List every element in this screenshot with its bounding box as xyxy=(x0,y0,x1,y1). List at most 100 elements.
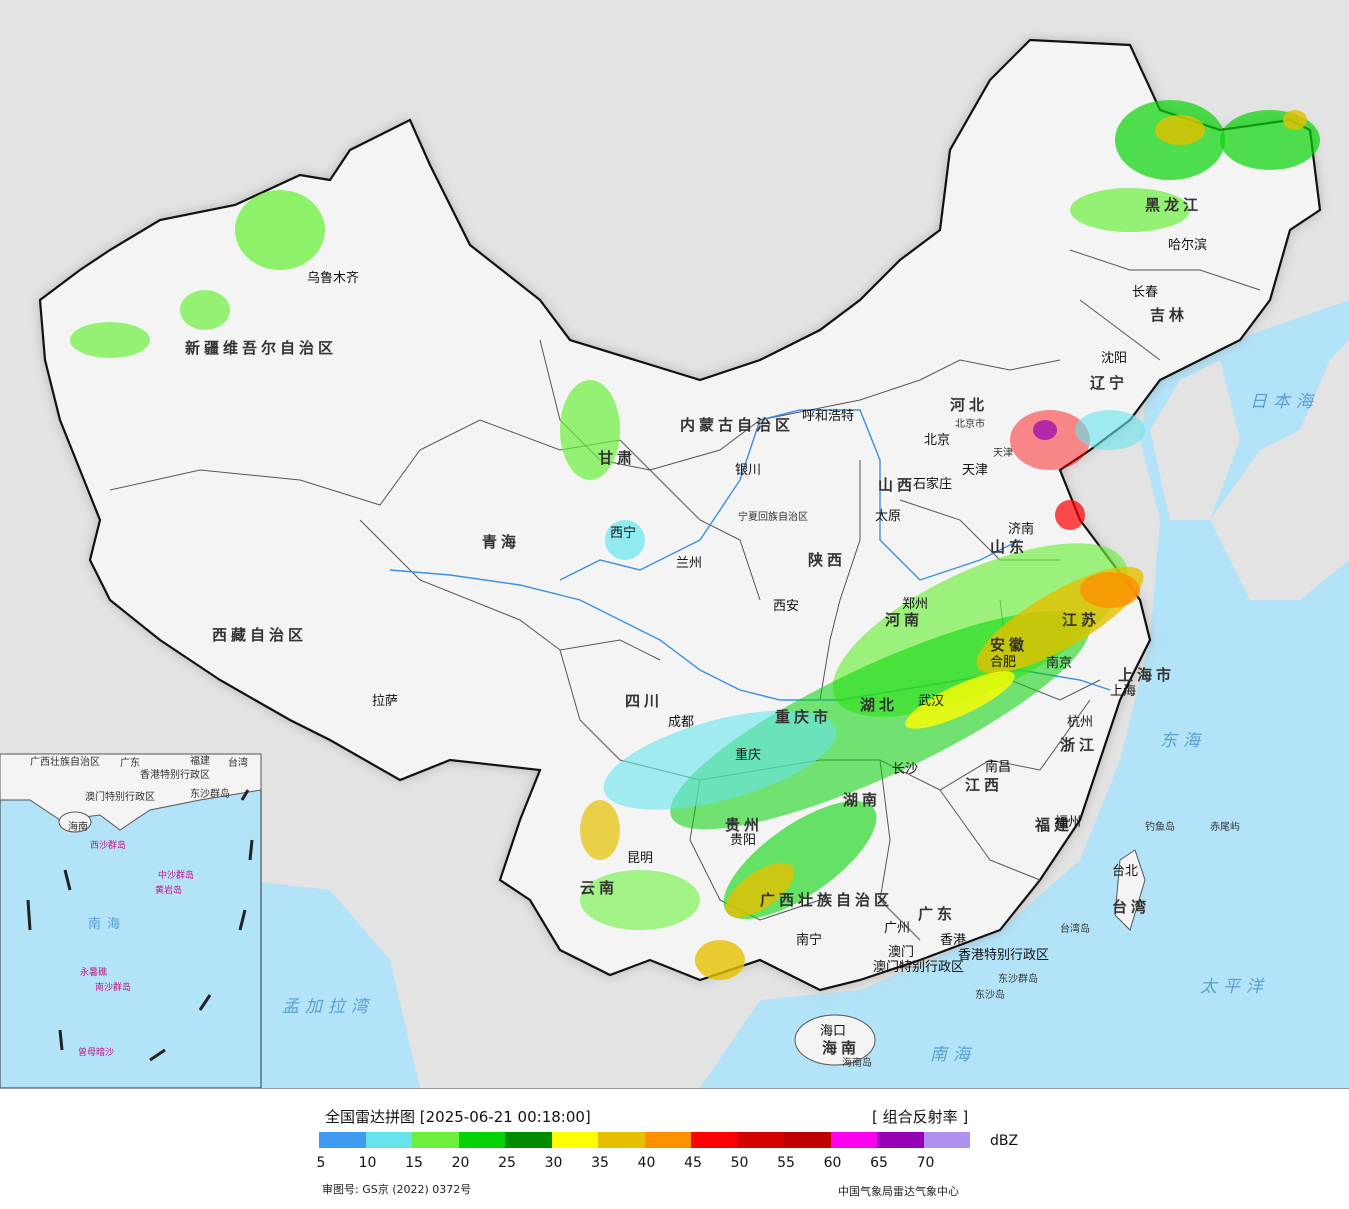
city-changchun: 长春 xyxy=(1132,285,1158,300)
city-wuhan: 武汉 xyxy=(918,694,944,709)
province-hainan: 海南 xyxy=(822,1039,860,1057)
inset-guangxi: 广西壮族自治区 xyxy=(30,755,100,768)
province-jiangsu: 江苏 xyxy=(1062,611,1100,629)
city-changsha: 长沙 xyxy=(892,762,918,777)
city-lhasa: 拉萨 xyxy=(372,694,398,709)
radar-echoes xyxy=(70,100,1320,980)
inset-taiwan: 台湾 xyxy=(228,756,248,769)
city-chongqing: 重庆 xyxy=(735,747,761,763)
legend-swatch xyxy=(598,1132,645,1148)
legend-tick-label: 50 xyxy=(730,1155,749,1171)
sea-japan: 日本海 xyxy=(1250,392,1319,412)
city-zhengzhou: 郑州 xyxy=(902,597,928,612)
province-tibet: 西藏自治区 xyxy=(212,626,307,644)
china-map: 新疆维吾尔自治区 西藏自治区 青海 甘肃 内蒙古自治区 黑龙江 吉林 辽宁 河北… xyxy=(0,0,1349,1088)
inset-south-sea: 南海 xyxy=(88,916,126,932)
province-guangdong: 广东 xyxy=(918,905,956,923)
city-macau: 澳门 xyxy=(888,944,914,960)
south-china-sea-inset: 广西壮族自治区 广东 福建 台湾 香港特别行政区 澳门特别行政区 东沙群岛 海南… xyxy=(0,753,262,1088)
province-jiangxi: 江西 xyxy=(965,776,1003,794)
province-inner-mongolia: 内蒙古自治区 xyxy=(680,416,794,434)
inset-dongsha: 东沙群岛 xyxy=(190,787,230,800)
inset-xisha: 西沙群岛 xyxy=(90,839,126,851)
legend-swatch xyxy=(644,1132,691,1148)
city-nanjing: 南京 xyxy=(1046,655,1072,671)
province-anhui: 安徽 xyxy=(990,636,1028,654)
legend-swatch xyxy=(737,1132,784,1148)
inset-huangyan: 黄岩岛 xyxy=(155,884,182,896)
city-taiyuan: 太原 xyxy=(875,509,901,524)
sea-bay-of-bengal: 孟加拉湾 xyxy=(282,997,374,1017)
korea-land xyxy=(1150,360,1240,520)
map-labels: 新疆维吾尔自治区 西藏自治区 青海 甘肃 内蒙古自治区 黑龙江 吉林 辽宁 河北… xyxy=(185,196,1319,1069)
province-zhejiang: 浙江 xyxy=(1060,736,1098,754)
province-shanghai: 上海市 xyxy=(1118,666,1175,684)
city-guangzhou: 广州 xyxy=(884,921,910,936)
province-shandong: 山东 xyxy=(990,538,1028,556)
city-hefei: 合肥 xyxy=(990,655,1016,670)
legend-tick-label: 45 xyxy=(684,1155,702,1171)
legend-unit: dBZ xyxy=(990,1133,1019,1149)
legend-swatch xyxy=(365,1132,412,1148)
province-hunan: 湖南 xyxy=(843,791,881,809)
legend-swatch xyxy=(505,1132,552,1148)
province-hubei: 湖北 xyxy=(860,696,898,714)
legend-tick-label: 10 xyxy=(358,1155,377,1171)
sea-east-china: 东海 xyxy=(1160,731,1206,751)
legend-tick-label: 20 xyxy=(451,1155,470,1171)
province-guangxi: 广西壮族自治区 xyxy=(760,891,893,909)
province-jilin: 吉林 xyxy=(1150,306,1188,324)
sar-macau: 澳门特别行政区 xyxy=(873,959,964,975)
legend-swatch xyxy=(923,1132,970,1148)
japan-land xyxy=(1210,340,1349,600)
legend-tick-label: 70 xyxy=(916,1155,935,1171)
island-hainan: 海南岛 xyxy=(842,1056,872,1069)
city-guiyang: 贵阳 xyxy=(730,833,756,848)
legend-swatch xyxy=(877,1132,924,1148)
island-labels: 钓鱼岛 赤尾屿 台湾岛 东沙群岛 东沙岛 海南岛 xyxy=(842,820,1240,1069)
legend-tick-label: 40 xyxy=(637,1155,656,1171)
city-xining: 西宁 xyxy=(610,525,636,541)
province-tianjin: 天津 xyxy=(993,447,1013,459)
province-qinghai: 青海 xyxy=(482,533,520,551)
city-beijing-municipality: 北京市 xyxy=(955,417,985,430)
city-hongkong: 香港 xyxy=(940,933,966,948)
province-xinjiang: 新疆维吾尔自治区 xyxy=(185,339,337,357)
city-shenyang: 沈阳 xyxy=(1101,351,1127,366)
province-shaanxi: 陕西 xyxy=(808,551,846,569)
city-taipei: 台北 xyxy=(1112,864,1138,879)
city-nanchang: 南昌 xyxy=(985,759,1011,775)
legend-tick-label: 35 xyxy=(591,1155,609,1171)
inset-zhongsha: 中沙群岛 xyxy=(158,869,194,881)
province-guizhou: 贵州 xyxy=(725,816,763,834)
legend-swatch xyxy=(319,1132,366,1148)
sea-south-china: 南海 xyxy=(930,1045,976,1065)
city-xian: 西安 xyxy=(773,599,799,614)
sea-pacific: 太平洋 xyxy=(1200,977,1269,997)
province-shanxi: 山西 xyxy=(878,476,916,494)
bay-of-bengal xyxy=(240,880,420,1088)
province-ningxia: 宁夏回族自治区 xyxy=(738,510,808,523)
taiwan-island xyxy=(1114,849,1146,931)
province-taiwan: 台湾 xyxy=(1112,898,1150,916)
sar-labels: 香港特别行政区 澳门特别行政区 xyxy=(873,948,1049,975)
legend-swatch xyxy=(691,1132,738,1148)
island-diaoyu: 钓鱼岛 xyxy=(1145,820,1175,833)
city-beijing: 北京 xyxy=(924,433,950,448)
inset-fujian: 福建 xyxy=(190,754,210,767)
legend-tick-label: 55 xyxy=(777,1155,795,1171)
legend-color-bar xyxy=(319,1132,970,1148)
legend-swatch xyxy=(551,1132,598,1148)
map-approval-number: 审图号: GS京 (2022) 0372号 xyxy=(322,1183,472,1196)
province-liaoning: 辽宁 xyxy=(1090,374,1128,392)
city-nanning: 南宁 xyxy=(796,932,822,948)
city-fuzhou: 福州 xyxy=(1055,815,1081,830)
inset-nansha: 南沙群岛 xyxy=(95,981,131,993)
legend-tick-label: 65 xyxy=(870,1155,888,1171)
legend-tick-label: 30 xyxy=(544,1155,563,1171)
issuer: 中国气象局雷达气象中心 xyxy=(838,1185,959,1198)
city-jinan: 济南 xyxy=(1008,521,1034,537)
capital-cities: 乌鲁木齐 拉萨 西宁 兰州 银川 呼和浩特 北京 北京市 天津 石家庄 太原 济… xyxy=(307,237,1207,1039)
inset-zengmu: 曾母暗沙 xyxy=(78,1046,114,1058)
legend-swatch xyxy=(458,1132,505,1148)
